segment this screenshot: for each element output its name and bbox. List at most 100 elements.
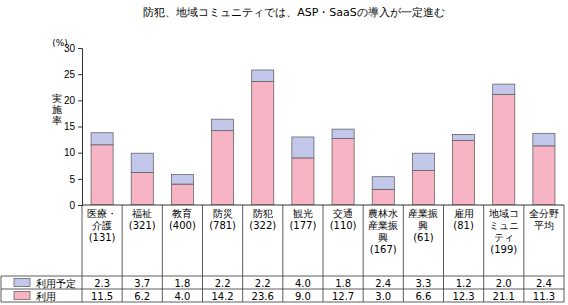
bar bbox=[131, 153, 153, 172]
y-tick: 25 bbox=[64, 69, 82, 80]
table-value: 1.8 bbox=[174, 278, 190, 289]
table-value: 23.6 bbox=[252, 291, 274, 302]
table-value: 11.3 bbox=[533, 291, 555, 302]
table-value: 2.3 bbox=[94, 278, 110, 289]
table-value: 3.3 bbox=[415, 278, 431, 289]
table-line bbox=[1, 276, 2, 302]
y-tick-label: 10 bbox=[64, 147, 76, 158]
y-tick-mark bbox=[78, 74, 82, 75]
y-tick-mark bbox=[78, 127, 82, 128]
y-tick-label: 20 bbox=[64, 95, 76, 106]
table-value: 2.4 bbox=[375, 278, 391, 289]
bar bbox=[533, 133, 555, 146]
bar bbox=[212, 131, 234, 205]
chart: 防犯、地域コミュニティでは、ASP・SaaSの導入が一定進む 0 5 10 15 20 25… bbox=[0, 0, 568, 305]
legend-swatch bbox=[14, 279, 30, 287]
x-tick-label: 観光(177) bbox=[289, 208, 316, 231]
bar bbox=[91, 145, 113, 205]
table-line bbox=[523, 205, 524, 302]
table-line bbox=[202, 205, 203, 302]
table-value: 9.0 bbox=[295, 291, 311, 302]
y-axis: 051015202530 bbox=[64, 43, 83, 211]
x-tick-label: 産業振興(61) bbox=[408, 208, 438, 243]
y-tick-mark bbox=[78, 100, 82, 101]
x-axis-line bbox=[82, 205, 564, 206]
table-line bbox=[483, 205, 484, 302]
table-line bbox=[122, 205, 123, 302]
table-value: 6.6 bbox=[415, 291, 431, 302]
y-tick-label: 15 bbox=[64, 121, 76, 132]
bar bbox=[412, 170, 434, 205]
table-value: 2.4 bbox=[536, 278, 552, 289]
x-tick-label: 医療・介護(131) bbox=[87, 208, 117, 243]
x-tick-label: 雇用(81) bbox=[453, 208, 474, 231]
bar bbox=[171, 175, 193, 184]
table-value: 2.0 bbox=[496, 278, 512, 289]
table-line bbox=[162, 205, 163, 302]
x-tick-label: 交通(110) bbox=[330, 208, 357, 231]
bar bbox=[493, 95, 515, 205]
bar bbox=[131, 173, 153, 205]
bar bbox=[493, 84, 515, 94]
table-line bbox=[443, 205, 444, 302]
table-value: 3.0 bbox=[375, 291, 391, 302]
x-tick-label: 福祉(321) bbox=[129, 208, 156, 231]
y-axis-line bbox=[78, 49, 83, 206]
y-unit: (%) bbox=[52, 38, 68, 48]
x-tick-label: 農林水産業振興(167) bbox=[368, 208, 398, 255]
table-line bbox=[323, 205, 324, 302]
bar bbox=[453, 134, 475, 140]
x-tick-label: 全分野平均 bbox=[529, 208, 559, 231]
y-tick-mark bbox=[78, 48, 82, 49]
table-value: 2.2 bbox=[255, 278, 271, 289]
table-line bbox=[403, 205, 404, 302]
title: 防犯、地域コミュニティでは、ASP・SaaSの導入が一定進む bbox=[143, 6, 445, 19]
table-value: 12.3 bbox=[452, 291, 474, 302]
y-tick-label: 25 bbox=[64, 69, 76, 80]
y-tick-mark bbox=[78, 153, 82, 154]
y-tick-mark bbox=[78, 205, 82, 206]
x-tick-label: 防災(781) bbox=[209, 208, 236, 231]
bar bbox=[292, 158, 314, 205]
table-value: 6.2 bbox=[134, 291, 150, 302]
x-tick-label: 地域コミュニティ(199) bbox=[488, 208, 519, 255]
bar bbox=[453, 141, 475, 205]
legend-label: 利用 bbox=[36, 291, 56, 302]
bars bbox=[91, 70, 555, 205]
bar bbox=[252, 70, 274, 82]
table-value: 11.5 bbox=[91, 291, 113, 302]
table-value: 2.2 bbox=[215, 278, 231, 289]
table-line bbox=[82, 205, 83, 302]
table-value: 1.8 bbox=[335, 278, 351, 289]
x-tick-label: 防犯(322) bbox=[249, 208, 276, 231]
legend-swatch bbox=[14, 292, 30, 300]
y-tick: 5 bbox=[69, 174, 82, 185]
data-table bbox=[1, 205, 564, 302]
bar bbox=[212, 119, 234, 131]
table-line bbox=[564, 205, 565, 302]
legend-label: 利用予定 bbox=[36, 278, 76, 289]
bar bbox=[372, 177, 394, 190]
bar bbox=[332, 129, 354, 138]
table-value: 12.7 bbox=[332, 291, 354, 302]
y-tick: 0 bbox=[69, 200, 82, 211]
y-tick: 10 bbox=[64, 147, 82, 158]
table-line bbox=[242, 205, 243, 302]
bar bbox=[292, 137, 314, 158]
table-value: 14.2 bbox=[211, 291, 233, 302]
y-tick-mark bbox=[78, 179, 82, 180]
y-tick: 20 bbox=[64, 95, 82, 106]
y-tick: 15 bbox=[64, 121, 82, 132]
bar bbox=[412, 153, 434, 170]
table-value: 1.2 bbox=[456, 278, 472, 289]
bar bbox=[372, 189, 394, 205]
bar bbox=[252, 81, 274, 205]
bar bbox=[91, 133, 113, 145]
table-line bbox=[363, 205, 364, 302]
y-axis-title: 実施率 bbox=[52, 93, 62, 126]
table-value: 3.7 bbox=[134, 278, 150, 289]
table-value: 4.0 bbox=[295, 278, 311, 289]
y-tick-label: 5 bbox=[69, 174, 75, 185]
bar bbox=[332, 139, 354, 205]
y-tick-label: 0 bbox=[69, 200, 75, 211]
